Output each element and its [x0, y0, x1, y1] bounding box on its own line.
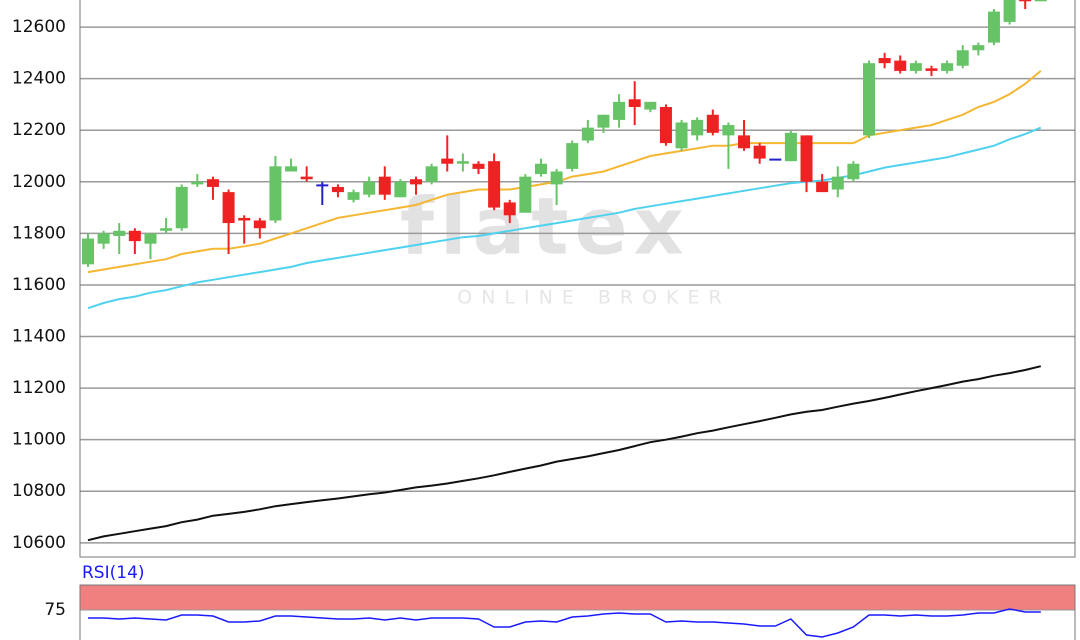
candle-body [316, 184, 329, 187]
candle-body [816, 181, 829, 193]
watermark-logo: flatex [400, 182, 690, 272]
candle-body [441, 158, 454, 164]
candle-body [628, 99, 641, 108]
candle-body [410, 179, 423, 185]
candle-body [738, 135, 751, 149]
y-tick-label: 12600 [12, 17, 66, 37]
candle-body [363, 181, 376, 195]
candle-body [675, 122, 688, 149]
candle-body [519, 176, 532, 213]
y-tick-label: 11400 [12, 327, 66, 347]
candle-body [941, 63, 954, 71]
candle-body [425, 166, 438, 182]
candle-body [659, 107, 672, 144]
candle-body [113, 230, 126, 236]
rsi-title: RSI(14) [82, 563, 145, 583]
candle-body [175, 186, 188, 229]
moving-average [87, 365, 1042, 542]
watermark-tagline: ONLINE BROKER [457, 287, 730, 309]
candle-body [300, 176, 313, 180]
candle-body [972, 45, 985, 51]
candle-body [831, 176, 844, 190]
candle-body [597, 114, 610, 128]
candle-body [456, 161, 469, 164]
y-tick-label: 10800 [12, 481, 66, 501]
candle-body [503, 202, 516, 216]
candle-body [285, 166, 298, 172]
y-tick-label: 12200 [12, 120, 66, 140]
candle-body [753, 145, 766, 159]
candle-body [191, 181, 204, 185]
moving-average [87, 70, 1042, 274]
candle-body [847, 163, 860, 180]
rsi-tick-label: 75 [44, 600, 66, 620]
candle-body [222, 192, 235, 224]
candle-body [878, 58, 891, 64]
y-tick-label: 11600 [12, 275, 66, 295]
candle-body [925, 68, 938, 71]
candle-body [566, 143, 579, 169]
candle-body [863, 63, 875, 136]
candle-body [253, 220, 266, 229]
rsi-zone [80, 585, 1075, 610]
candle-body [97, 233, 110, 244]
candle-body [128, 230, 141, 242]
candle-body [331, 186, 344, 193]
candle-body [613, 101, 626, 120]
candle-body [238, 217, 251, 221]
y-tick-label: 11000 [12, 430, 66, 450]
candle-body [722, 125, 735, 136]
candle-body [581, 127, 594, 141]
candle-body [1019, 0, 1032, 2]
candle-body [347, 192, 360, 200]
candle-body [800, 135, 813, 182]
candle-body [706, 114, 719, 133]
candle-body [987, 11, 1000, 43]
candle-body [784, 132, 797, 162]
price-plot [80, 0, 1075, 544]
rsi-line [88, 608, 1041, 638]
candle-body [1034, 0, 1047, 2]
candle-body [956, 50, 969, 66]
candle-body [909, 63, 922, 71]
candle-body [644, 101, 657, 110]
moving-average [87, 126, 1042, 310]
candle-body [144, 233, 157, 244]
candle-body [1003, 0, 1016, 22]
y-tick-label: 12400 [12, 69, 66, 89]
candle-body [472, 163, 485, 169]
candle-body [691, 119, 704, 136]
plot-frame [79, 0, 1076, 558]
candle-body [269, 166, 282, 221]
rsi-frame [79, 584, 1076, 640]
axes: 10600 10800 11000 11200 11400 11600 11800 12000… [12, 17, 66, 620]
candle-body [769, 158, 782, 161]
rsi-plot [80, 585, 1075, 638]
y-tick-label: 10600 [12, 533, 66, 553]
candle-body [894, 60, 907, 71]
candle-body [534, 163, 547, 175]
candle-body [82, 238, 94, 265]
y-tick-label: 11200 [12, 378, 66, 398]
candle-body [488, 161, 501, 208]
y-tick-label: 11800 [12, 223, 66, 243]
candle-body [394, 181, 407, 198]
candle-body [206, 179, 219, 187]
y-tick-label: 12000 [12, 172, 66, 192]
candle-body [550, 171, 563, 185]
candle-body [378, 176, 391, 195]
candle-body [160, 228, 173, 231]
